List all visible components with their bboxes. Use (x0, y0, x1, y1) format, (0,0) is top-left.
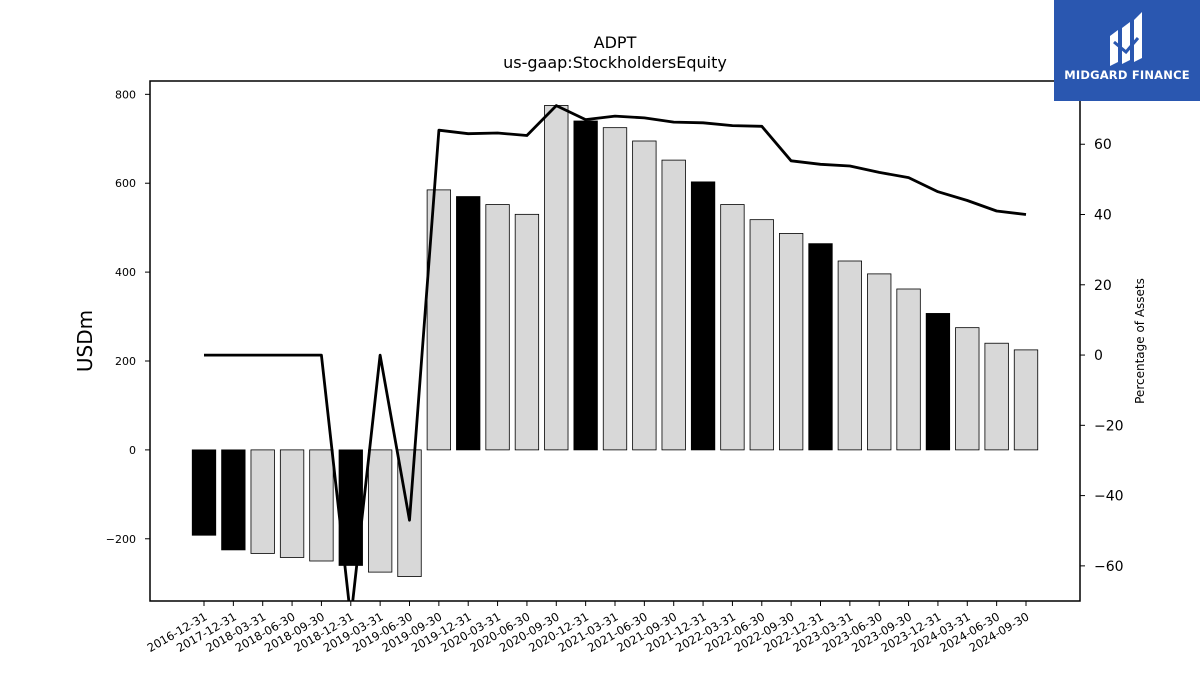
bar-2022-09-30 (779, 233, 804, 451)
bar-2023-03-31 (837, 260, 862, 451)
bar-2019-12-31 (456, 196, 481, 451)
y-tick-label: 800 (115, 88, 136, 101)
y2-tick-label: −60 (1094, 559, 1124, 575)
bar-2019-03-31 (367, 449, 393, 573)
y2-axis: −60 −40 −20 0 20 40 60 (1080, 137, 1124, 575)
logo-text: MIDGARD FINANCE (1064, 68, 1190, 82)
bar-2021-12-31 (690, 181, 716, 451)
bar-2021-03-31 (602, 127, 628, 451)
y-tick-label: −200 (106, 533, 136, 546)
bar-2021-06-30 (632, 140, 657, 451)
bar-2022-06-30 (749, 219, 774, 451)
y2-axis-label: Percentage of Assets (1133, 278, 1147, 404)
bar-2023-12-31 (925, 313, 951, 451)
y2-tick-label: −40 (1094, 489, 1124, 505)
bar-2016-12-31 (191, 449, 217, 536)
y2-tick-label: 40 (1094, 208, 1112, 224)
bar-2018-09-30 (309, 449, 334, 562)
x-axis: 2016-12-312017-12-312018-03-312018-06-30… (145, 601, 1032, 655)
bar-2021-09-30 (661, 159, 686, 451)
chart-subtitle: us-gaap:StockholdersEquity (503, 53, 727, 72)
bar-2024-03-31 (955, 327, 980, 451)
y-tick-label: 600 (115, 177, 136, 190)
y2-tick-label: −20 (1094, 418, 1124, 434)
percentage-of-assets-line (204, 104, 1027, 601)
bar-2023-09-30 (896, 288, 921, 451)
y-axis-label: USDm (73, 310, 97, 372)
line-group (204, 104, 1027, 601)
bar-2024-06-30 (984, 342, 1009, 451)
bar-2018-03-31 (250, 449, 275, 554)
chart-title: ADPT (594, 33, 637, 52)
y2-tick-label: 0 (1094, 348, 1103, 364)
bar-2020-12-31 (573, 120, 598, 451)
y-tick-label: 400 (115, 266, 136, 279)
y-tick-label: 0 (129, 444, 136, 457)
bars-group (191, 105, 1039, 577)
brand-logo: MIDGARD FINANCE (1054, 0, 1200, 101)
bar-2020-09-30 (544, 105, 569, 451)
y2-tick-label: 60 (1094, 137, 1112, 153)
bar-2023-06-30 (867, 273, 892, 451)
bar-2020-06-30 (514, 213, 540, 451)
bar-2020-03-31 (485, 204, 510, 451)
bar-2024-09-30 (1013, 349, 1039, 451)
y-axis: −200 0 200 400 600 800 (106, 88, 150, 546)
bar-2022-12-31 (808, 243, 833, 451)
y2-tick-label: 20 (1094, 278, 1112, 294)
bar-2017-12-31 (221, 449, 246, 551)
y-tick-label: 200 (115, 355, 136, 368)
bar-2018-06-30 (279, 449, 305, 558)
bar-2019-09-30 (426, 189, 452, 451)
logo-mark-icon (1110, 12, 1142, 66)
bar-2022-03-31 (720, 204, 745, 451)
